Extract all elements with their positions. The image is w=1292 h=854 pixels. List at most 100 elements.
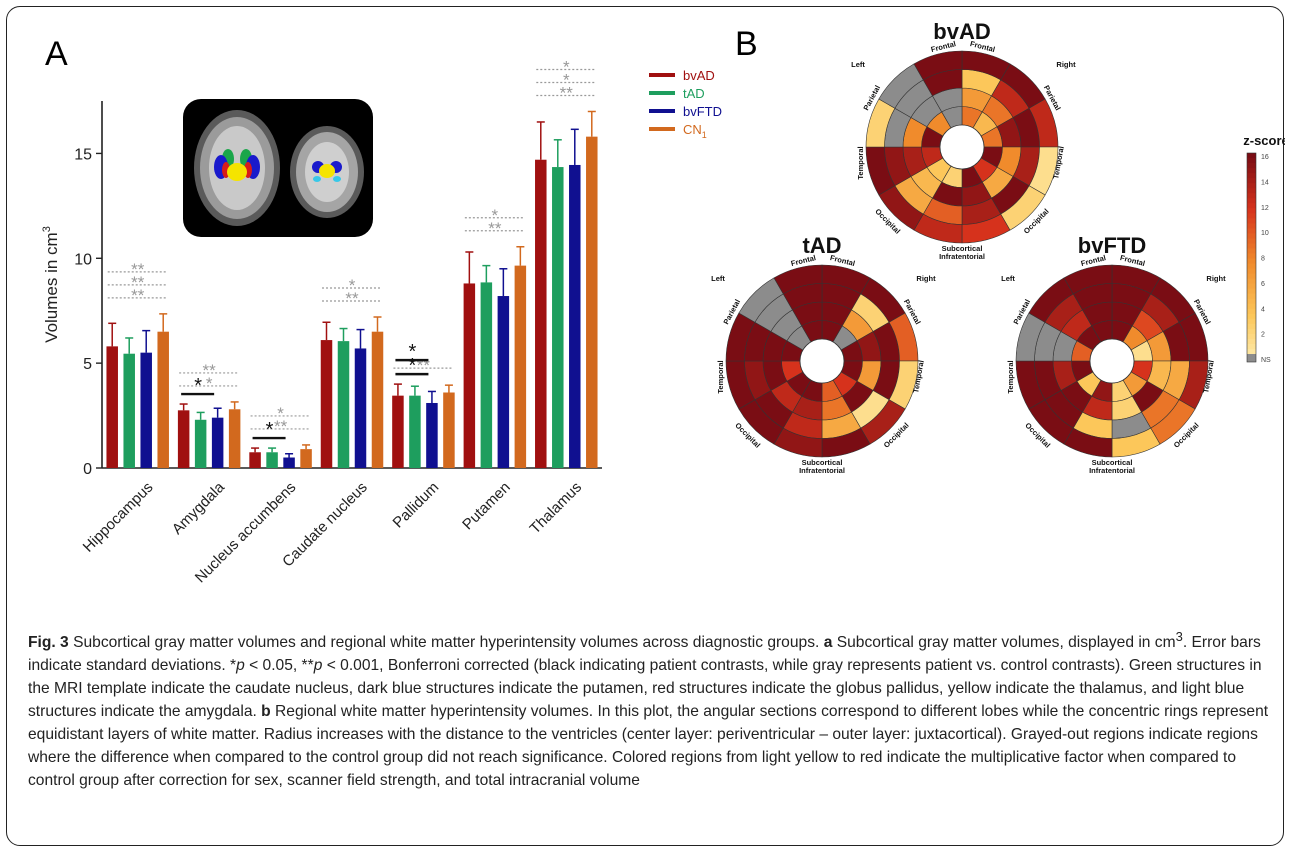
colorbar-tick-label: 8 (1261, 256, 1265, 263)
colorbar-segment (1247, 168, 1256, 174)
bar-bvad (463, 283, 476, 468)
colorbar-tick-label: NS (1261, 357, 1271, 364)
lobe-label-infratentorial: Infratentorial (1089, 466, 1135, 475)
colorbar-segment (1247, 153, 1256, 159)
significance-mark-gray: ** (131, 286, 145, 305)
colorbar-tick-label: 4 (1261, 306, 1265, 313)
y-tick-label: 15 (74, 146, 92, 163)
figure-canvas: A bvAD tAD (41, 19, 1285, 586)
figure-caption: Fig. 3 Subcortical gray matter volumes a… (28, 625, 1278, 792)
colorbar-segment (1247, 273, 1256, 280)
polar-cell (913, 50, 963, 81)
category-label: Amygdala (169, 478, 229, 538)
polar-center (1089, 338, 1135, 384)
y-tick-label: 5 (83, 356, 92, 373)
legend-label: bvFTD (683, 104, 722, 119)
bar-bvad (320, 340, 333, 468)
colorbar-segment (1247, 278, 1256, 285)
bar-bvftd (497, 296, 510, 468)
colorbar-segment (1247, 268, 1256, 275)
bar-tad (194, 419, 207, 468)
caption-a-text-2: . Error bars indicate standard deviation… (28, 634, 1261, 675)
bar-cn1 (371, 331, 384, 468)
chart-legend: bvAD tAD bvFTD CN1 (649, 68, 722, 140)
colorbar-outline (1246, 152, 1257, 363)
bar-bvad (177, 410, 190, 468)
colorbar-tick-label: 14 (1261, 179, 1269, 186)
colorbar-segment (1247, 348, 1256, 355)
polar-title: bvAD (933, 19, 990, 44)
polar-center (799, 338, 845, 384)
colorbar-segment (1247, 338, 1256, 345)
colorbar-segment (1247, 308, 1256, 315)
colorbar-tick-label: 2 (1261, 332, 1265, 339)
caption-b-label: b (261, 703, 271, 721)
caption-b-text: Regional white matter hyperintensity vol… (28, 703, 1269, 790)
bar-tad (266, 452, 278, 468)
caption-a-text-4: < 0.001, Bonferroni corrected (black ind… (28, 657, 1262, 721)
y-axis-label-sup: 3 (41, 226, 53, 232)
colorbar-segment (1247, 218, 1256, 224)
significance-mark-black: * (409, 355, 417, 377)
legend-label-sub: 1 (702, 130, 707, 140)
panel-a-letter: A (45, 35, 68, 73)
lobe-label-infratentorial: Infratentorial (939, 252, 985, 261)
polar-cell (773, 264, 823, 295)
bar-bvftd (426, 402, 438, 468)
significance-mark-gray: ** (131, 273, 145, 292)
polar-title: tAD (802, 233, 841, 258)
caption-title: Subcortical gray matter volumes and regi… (73, 634, 820, 652)
bar-bvftd (354, 348, 367, 468)
colorbar-segment (1247, 178, 1256, 184)
significance-mark-gray: * (563, 57, 570, 76)
significance-mark-black: * (266, 419, 274, 441)
legend-label: tAD (683, 86, 705, 101)
colorbar-segment (1247, 163, 1256, 169)
lobe-label-infratentorial: Infratentorial (799, 466, 845, 475)
side-label-left: Left (1001, 274, 1015, 283)
bar-cn1 (228, 409, 241, 468)
lobe-label-temporal: Temporal (716, 360, 725, 393)
lobe-label-subcortical: Subcortical (942, 244, 983, 253)
category-label: Hippocampus (80, 479, 157, 556)
colorbar-segment (1247, 303, 1256, 310)
significance-mark-gray: ** (274, 417, 288, 436)
colorbar-tick-label: 6 (1261, 281, 1265, 288)
bar-cn1 (514, 265, 527, 468)
bar-cn1 (300, 449, 312, 468)
colorbar-segment (1247, 298, 1256, 305)
significance-mark-gray: ** (203, 361, 217, 380)
bar-bvad (249, 452, 261, 468)
colorbar-tick-label: 10 (1261, 230, 1269, 237)
colorbar-segment (1247, 158, 1256, 164)
side-label-right: Right (916, 274, 936, 283)
colorbar-segment (1247, 323, 1256, 330)
caption-a-sup: 3 (1175, 629, 1183, 644)
significance-mark-gray: ** (345, 289, 359, 308)
colorbar-segment (1247, 313, 1256, 320)
bar-bvftd (140, 352, 152, 468)
y-tick-label: 0 (83, 461, 92, 478)
significance-mark-black: * (409, 341, 417, 363)
colorbar-segment (1247, 328, 1256, 335)
significance-mark-gray: * (563, 70, 570, 89)
bar-bvad (535, 159, 547, 468)
colorbar-segment (1247, 198, 1256, 204)
caption-a-text-1: Subcortical gray matter volumes, display… (836, 634, 1176, 652)
colorbar-segment (1247, 173, 1256, 179)
caption-a-label: a (823, 634, 833, 652)
significance-mark-gray: * (277, 404, 284, 423)
colorbar-segment (1247, 183, 1256, 189)
caption-p2: p (313, 657, 323, 675)
colorbar-segment (1247, 243, 1256, 249)
colorbar-segment (1247, 233, 1256, 239)
bar-tad (409, 395, 421, 468)
lobe-label-subcortical: Subcortical (802, 458, 843, 467)
colorbar-segment (1247, 238, 1256, 244)
colorbar-segment (1247, 283, 1256, 290)
category-label: Pallidum (390, 479, 443, 532)
